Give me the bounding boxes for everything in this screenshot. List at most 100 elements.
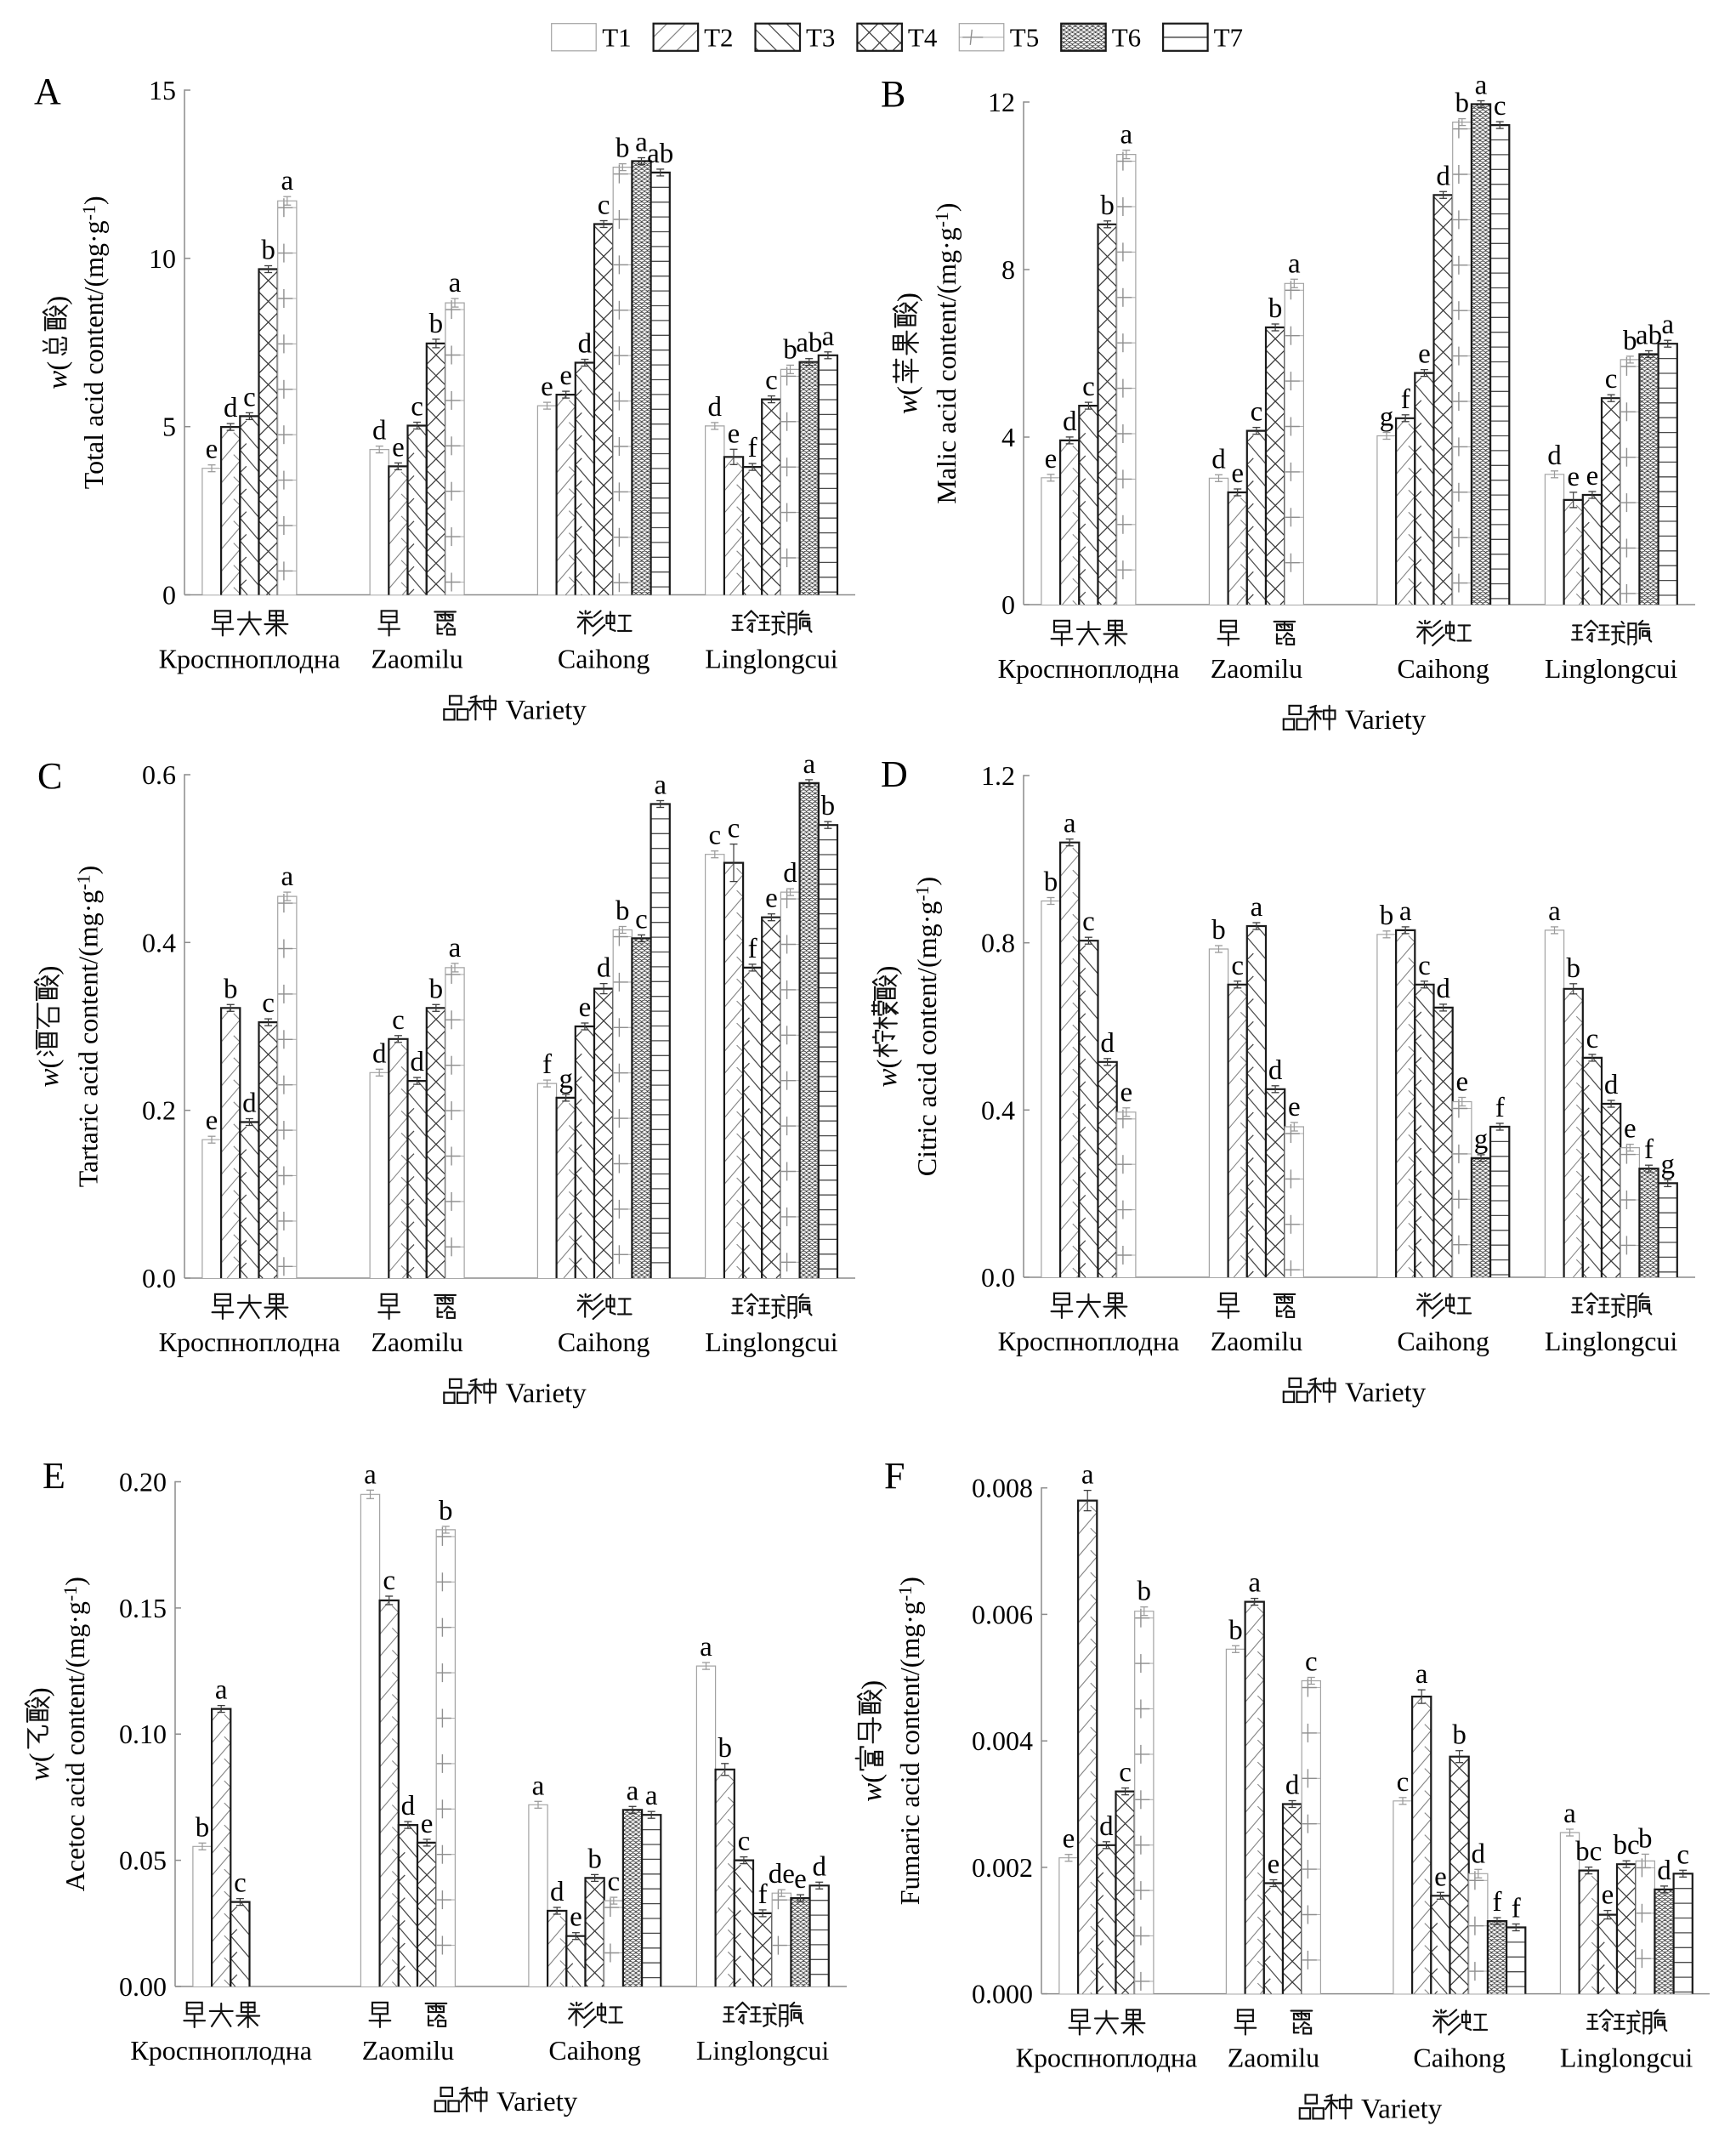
svg-text:d: d xyxy=(1436,161,1450,191)
svg-text:): ) xyxy=(25,1687,55,1697)
svg-text:a: a xyxy=(1399,896,1412,927)
svg-text:c: c xyxy=(234,1868,247,1899)
svg-text:a: a xyxy=(1548,896,1561,927)
svg-text:c: c xyxy=(1082,372,1095,402)
svg-text:d: d xyxy=(783,858,797,889)
svg-text:d: d xyxy=(1211,444,1226,475)
svg-text:a: a xyxy=(635,128,648,158)
svg-text:c: c xyxy=(243,382,256,412)
svg-text:c: c xyxy=(1397,1767,1410,1798)
svg-text:Linglongcui: Linglongcui xyxy=(1545,1326,1678,1356)
svg-text:c: c xyxy=(708,821,721,851)
svg-text:Variety: Variety xyxy=(506,696,587,726)
svg-text:0.002: 0.002 xyxy=(972,1852,1033,1883)
svg-text:Caihong: Caihong xyxy=(548,2035,640,2066)
svg-text:d: d xyxy=(372,416,387,446)
svg-text:d: d xyxy=(578,329,593,360)
svg-text:0.15: 0.15 xyxy=(119,1593,167,1623)
svg-text:b: b xyxy=(1211,915,1226,946)
svg-text:b: b xyxy=(1228,1615,1243,1645)
svg-text:5: 5 xyxy=(162,412,176,442)
svg-text:b: b xyxy=(429,309,444,339)
svg-text:f: f xyxy=(1493,1887,1502,1918)
svg-text:e: e xyxy=(1624,1114,1637,1145)
svg-text:e: e xyxy=(1268,1850,1280,1880)
svg-text:Linglongcui: Linglongcui xyxy=(705,1327,838,1357)
svg-text:c: c xyxy=(1418,951,1431,981)
svg-text:a: a xyxy=(1475,71,1488,101)
svg-text:(: ( xyxy=(872,1060,903,1069)
svg-text:Zaomilu: Zaomilu xyxy=(371,644,462,674)
svg-text:b: b xyxy=(429,974,444,1004)
svg-text:c: c xyxy=(1251,397,1263,428)
svg-text:b: b xyxy=(1623,326,1637,356)
svg-text:c: c xyxy=(1605,364,1618,395)
svg-text:f: f xyxy=(1512,1894,1521,1924)
svg-text:12: 12 xyxy=(988,87,1015,117)
svg-text:(: ( xyxy=(893,386,923,395)
svg-text:0.004: 0.004 xyxy=(972,1725,1033,1756)
svg-text:e: e xyxy=(206,1105,218,1136)
svg-text:e: e xyxy=(579,992,592,1023)
svg-text:b: b xyxy=(1638,1823,1653,1854)
svg-text:a: a xyxy=(532,1770,545,1801)
svg-text:Total acid content/(mg·g-1): Total acid content/(mg·g-1) xyxy=(78,196,109,489)
svg-text:a: a xyxy=(1251,892,1263,923)
svg-text:f: f xyxy=(748,433,757,463)
svg-text:c: c xyxy=(392,1005,405,1036)
svg-text:b: b xyxy=(261,236,275,266)
svg-text:g: g xyxy=(1474,1124,1489,1155)
svg-text:e: e xyxy=(1586,461,1599,492)
svg-text:E: E xyxy=(43,1455,65,1497)
svg-text:T6: T6 xyxy=(1112,23,1141,53)
svg-text:g: g xyxy=(1660,1149,1675,1179)
svg-text:e: e xyxy=(1063,1824,1075,1855)
svg-text:d: d xyxy=(224,393,238,423)
svg-text:d: d xyxy=(1268,1055,1283,1086)
svg-text:e: e xyxy=(570,1902,582,1933)
svg-text:Fumaric acid content/(mg·g-1): Fumaric acid content/(mg·g-1) xyxy=(894,1577,925,1905)
svg-text:a: a xyxy=(1563,1799,1576,1829)
svg-text:0.4: 0.4 xyxy=(981,1094,1015,1125)
svg-text:de: de xyxy=(769,1859,795,1890)
svg-text:Caihong: Caihong xyxy=(1413,2043,1505,2073)
svg-text:d: d xyxy=(708,392,723,423)
svg-text:b: b xyxy=(821,791,836,821)
svg-text:0.008: 0.008 xyxy=(972,1473,1033,1503)
svg-text:c: c xyxy=(765,366,778,396)
svg-text:0.2: 0.2 xyxy=(142,1095,176,1126)
svg-text:a: a xyxy=(1288,248,1301,279)
svg-text:c: c xyxy=(1586,1024,1599,1054)
svg-text:b: b xyxy=(783,334,797,365)
svg-text:e: e xyxy=(1455,1067,1468,1098)
svg-text:Tartaric acid content/(mg·g-1): Tartaric acid content/(mg·g-1) xyxy=(73,866,104,1188)
svg-text:Zaomilu: Zaomilu xyxy=(1211,1326,1302,1356)
svg-text:T5: T5 xyxy=(1010,23,1039,53)
svg-text:Variety: Variety xyxy=(1345,705,1427,736)
svg-text:D: D xyxy=(881,753,908,795)
svg-text:F: F xyxy=(884,1455,905,1497)
svg-text:e: e xyxy=(206,435,218,465)
svg-text:(: ( xyxy=(34,1060,65,1069)
svg-text:bc: bc xyxy=(1614,1830,1640,1861)
svg-text:b: b xyxy=(1566,953,1580,984)
svg-text:a: a xyxy=(1120,120,1132,151)
svg-text:0.05: 0.05 xyxy=(119,1845,167,1876)
svg-text:a: a xyxy=(627,1776,639,1806)
svg-text:Кроcпноплодна: Кроcпноплодна xyxy=(159,644,341,674)
svg-text:0.20: 0.20 xyxy=(119,1467,167,1498)
svg-text:Caihong: Caihong xyxy=(558,644,650,674)
svg-text:d: d xyxy=(401,1791,416,1822)
svg-text:d: d xyxy=(1472,1839,1486,1869)
svg-text:15: 15 xyxy=(149,75,176,105)
svg-text:Linglongcui: Linglongcui xyxy=(1560,2043,1693,2073)
svg-text:): ) xyxy=(872,966,903,975)
svg-text:c: c xyxy=(1231,951,1244,981)
svg-text:ab: ab xyxy=(647,139,673,169)
svg-text:d: d xyxy=(410,1047,424,1077)
svg-text:e: e xyxy=(1120,1077,1132,1108)
svg-text:b: b xyxy=(1452,1720,1467,1751)
svg-text:Malic acid content/(mg·g-1): Malic acid content/(mg·g-1) xyxy=(931,202,962,503)
svg-text:Кроcпноплодна: Кроcпноплодна xyxy=(998,1326,1180,1356)
svg-text:d: d xyxy=(1436,974,1450,1004)
